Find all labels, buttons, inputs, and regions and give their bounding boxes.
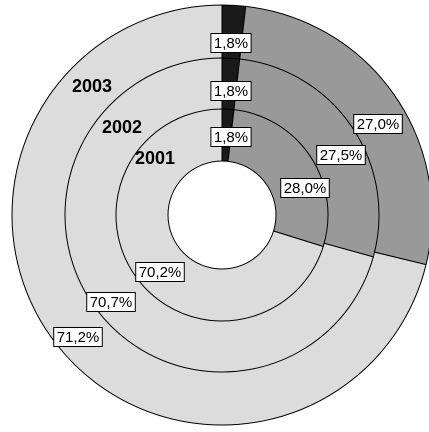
value-label-text: 1,8%: [214, 129, 248, 146]
value-label-2001-black: 1,8%: [210, 127, 252, 147]
value-label-box: [210, 81, 252, 101]
value-label-text: 1,8%: [214, 35, 248, 52]
value-label-text: 1,8%: [214, 83, 248, 100]
value-label-box: [316, 145, 366, 165]
value-label-text: 27,5%: [320, 147, 363, 164]
value-label-2002-light-gray: 70,7%: [86, 292, 136, 312]
value-label-box: [280, 178, 330, 198]
donut-center-hole: [167, 160, 277, 270]
value-label-2003-dark-gray: 27,0%: [353, 114, 403, 134]
value-label-2001-dark-gray: 28,0%: [280, 178, 330, 198]
value-label-2003-light-gray: 71,2%: [53, 327, 103, 347]
year-label-2003: 2003: [72, 76, 112, 96]
value-labels: 1,8% 27,0% 71,2% 1,8% 27,5% 70,7% 1,8% 28,0% 70,…: [53, 33, 403, 347]
value-label-text: 28,0%: [284, 180, 327, 197]
value-label-text: 70,2%: [139, 264, 182, 281]
value-label-2002-black: 1,8%: [210, 81, 252, 101]
value-label-box: [353, 114, 403, 134]
value-label-box: [210, 127, 252, 147]
value-label-box: [53, 327, 103, 347]
year-label-2001: 2001: [135, 148, 175, 168]
value-label-text: 71,2%: [57, 329, 100, 346]
value-label-2003-black: 1,8%: [210, 33, 252, 53]
value-label-box: [86, 292, 136, 312]
year-label-2002: 2002: [102, 117, 142, 137]
value-label-box: [210, 33, 252, 53]
value-label-box: [135, 262, 185, 282]
value-label-2002-dark-gray: 27,5%: [316, 145, 366, 165]
value-label-2001-light-gray: 70,2%: [135, 262, 185, 282]
value-label-text: 70,7%: [90, 294, 133, 311]
year-labels: 2003 2002 2001: [72, 76, 175, 168]
value-label-text: 27,0%: [357, 116, 400, 133]
